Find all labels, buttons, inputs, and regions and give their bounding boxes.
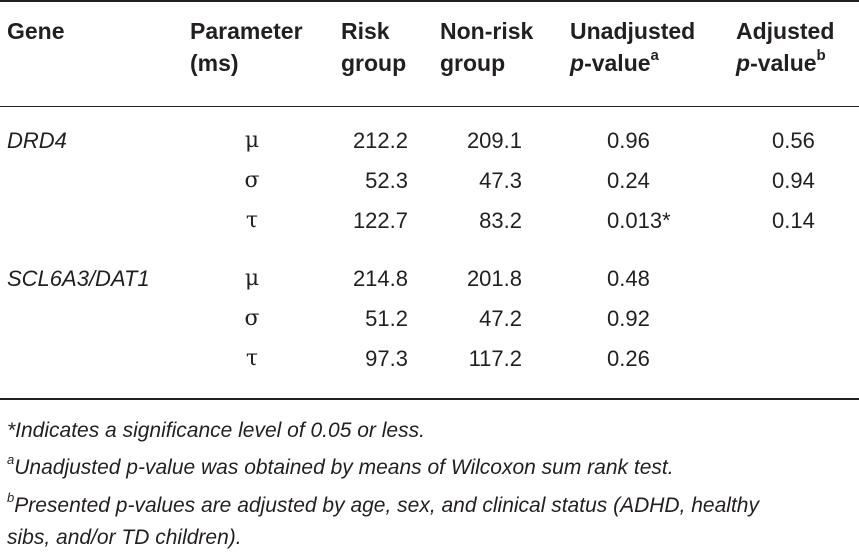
header-parameter: Parameter (ms) (190, 18, 303, 76)
gene-cell: SCL6A3/DAT1 (7, 266, 150, 291)
unadjusted-pvalue-cell: 0.48 (607, 266, 650, 291)
header-rule (0, 106, 859, 107)
parameter-cell: τ (245, 346, 259, 371)
header-unadjusted-pvalue: Unadjusted p-valuea (570, 18, 696, 76)
unadjusted-pvalue-cell: 0.26 (607, 346, 650, 371)
adjusted-pvalue-cell: 0.94 (772, 168, 815, 193)
footnote-significance: *Indicates a significance level of 0.05 … (7, 419, 425, 442)
gene-cell: DRD4 (7, 128, 67, 153)
nonrisk-value-cell: 83.2 (479, 208, 522, 233)
parameter-cell: σ (244, 168, 260, 193)
header-gene: Gene (7, 18, 65, 44)
adjusted-pvalue-cell: 0.14 (772, 208, 815, 233)
nonrisk-value-cell: 47.3 (479, 168, 522, 193)
parameter-cell: μ (244, 266, 260, 291)
risk-value-cell: 122.7 (352, 208, 408, 233)
top-rule (0, 0, 859, 2)
parameter-cell: μ (244, 128, 260, 153)
unadjusted-pvalue-cell: 0.013* (607, 208, 671, 233)
nonrisk-value-cell: 209.1 (466, 128, 522, 153)
adjusted-pvalue-cell: 0.56 (772, 128, 815, 153)
header-risk-group: Risk group (341, 18, 407, 76)
risk-value-cell: 51.2 (365, 306, 408, 331)
footnote-b-continued: sibs, and/or TD children). (7, 526, 242, 549)
bottom-rule (0, 398, 859, 400)
nonrisk-value-cell: 201.8 (466, 266, 522, 291)
nonrisk-value-cell: 117.2 (468, 346, 522, 371)
risk-value-cell: 214.8 (352, 266, 408, 291)
unadjusted-pvalue-cell: 0.24 (607, 168, 650, 193)
footnote-b: bPresented p-values are adjusted by age,… (7, 490, 759, 517)
unadjusted-pvalue-cell: 0.92 (607, 306, 650, 331)
parameter-cell: τ (245, 208, 259, 233)
risk-value-cell: 212.2 (352, 128, 408, 153)
footnote-b-mark: b (7, 490, 15, 505)
unadjusted-pvalue-cell: 0.96 (607, 128, 650, 153)
footnote-a-mark: a (7, 452, 15, 467)
nonrisk-value-cell: 47.2 (479, 306, 522, 331)
header-nonrisk-group: Non-risk group (440, 18, 534, 76)
parameter-cell: σ (244, 306, 260, 331)
risk-value-cell: 52.3 (365, 168, 408, 193)
header-adjusted-pvalue: Adjusted p-valueb (736, 18, 835, 76)
footnote-a: aUnadjusted p-value was obtained by mean… (7, 452, 674, 479)
risk-value-cell: 97.3 (365, 346, 408, 371)
